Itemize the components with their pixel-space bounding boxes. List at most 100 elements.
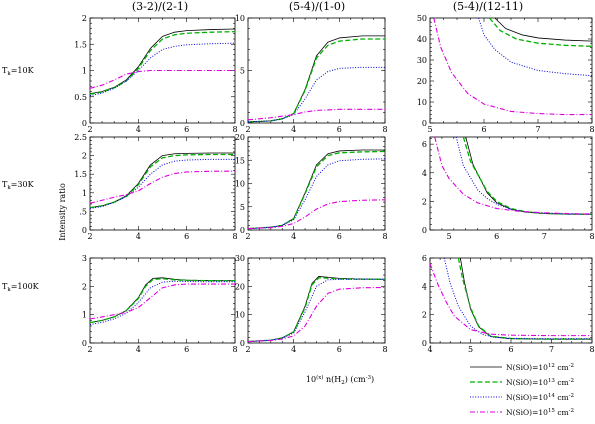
x-tick-label: 8 <box>232 345 237 354</box>
x-tick-label: 2 <box>245 232 250 241</box>
panel-r1-c1: 2 4 6 8 0 0.5 1 1.5 2 <box>74 14 237 134</box>
y-tick-label: 2 <box>82 152 87 161</box>
y-tick-label: 5 <box>240 203 245 212</box>
series-line-1 <box>459 258 592 340</box>
y-tick-label: 2 <box>422 311 427 320</box>
series-line-3 <box>455 137 592 215</box>
series-line-3 <box>90 280 235 326</box>
series-line-2 <box>248 150 385 230</box>
series-line-4 <box>430 263 592 337</box>
panel-frame <box>429 17 593 124</box>
y-tick-label: 6 <box>422 254 427 263</box>
legend-entry-4: N(SiO)=1015 cm-2 <box>506 408 574 417</box>
panel-r2-c1: 2 4 6 8 0 .5 1 1.5 2 2.5 <box>74 133 237 241</box>
y-tick-label: 6 <box>422 140 427 149</box>
series-group <box>90 28 235 97</box>
x-tick-label: 4 <box>427 345 432 354</box>
series-line-4 <box>90 283 235 320</box>
row-label-3: Tk=100K <box>2 282 40 293</box>
panel-r3-c3: 4 5 6 7 8 0 2 4 6 <box>422 254 595 354</box>
y-tick-label: 1 <box>82 67 87 76</box>
panel-frame <box>89 136 236 231</box>
panel-r2-c3: 5 6 7 8 0 2 4 6 <box>422 136 595 241</box>
x-tick-label: 6 <box>184 232 189 241</box>
x-tick-label: 6 <box>337 232 342 241</box>
panel-frame <box>247 257 386 344</box>
series-line-3 <box>248 66 385 123</box>
y-tick-label: 40 <box>417 35 427 44</box>
x-tick-label: 6 <box>337 345 342 354</box>
series-line-3 <box>478 18 592 77</box>
panel-frame <box>429 136 593 231</box>
x-tick-label: 4 <box>291 232 296 241</box>
panel-r3-c1: 2 4 6 8 0 1 2 3 <box>82 254 238 354</box>
y-tick-label: 1.5 <box>74 170 87 179</box>
series-line-3 <box>90 42 235 97</box>
y-tick-label: 0.5 <box>74 93 87 102</box>
series-line-1 <box>90 28 235 94</box>
y-tick-label: 10 <box>235 180 245 189</box>
column-title-2: (5-4)/(1-0) <box>289 0 345 13</box>
series-line-3 <box>90 158 235 209</box>
y-tick-label: 0 <box>240 339 245 348</box>
column-title-3: (5-4)/(12-11) <box>453 0 523 13</box>
x-tick-label: 2 <box>87 125 92 134</box>
y-tick-label: 2.5 <box>74 133 87 142</box>
y-tick-label: 0 <box>82 119 87 128</box>
y-tick-label: 4 <box>422 169 427 178</box>
series-line-2 <box>462 137 592 215</box>
x-tick-label: 6 <box>184 125 189 134</box>
y-tick-label: 20 <box>235 133 245 142</box>
series-group <box>248 35 385 123</box>
x-tick-label: 7 <box>535 125 540 134</box>
y-tick-label: 0 <box>422 339 427 348</box>
x-tick-label: 4 <box>136 345 141 354</box>
series-line-3 <box>248 278 385 343</box>
series-line-1 <box>90 152 235 209</box>
y-tick-label: 10 <box>235 311 245 320</box>
legend: N(SiO)=1012 cm-2 N(SiO)=1013 cm-2 N(SiO)… <box>470 363 574 417</box>
x-tick-label: 6 <box>508 345 513 354</box>
x-tick-label: 7 <box>549 345 554 354</box>
x-tick-label: 2 <box>245 345 250 354</box>
x-tick-label: 2 <box>245 125 250 134</box>
series-line-1 <box>248 149 385 229</box>
x-tick-label: 8 <box>232 232 237 241</box>
y-axis-label: Intensity ratio <box>58 183 67 241</box>
x-tick-label: 4 <box>291 345 296 354</box>
x-tick-label: 5 <box>447 232 452 241</box>
y-tick-label: 4 <box>422 282 427 291</box>
legend-entry-3: N(SiO)=1014 cm-2 <box>506 393 574 402</box>
series-group <box>430 258 592 340</box>
panel-r1-c3: 5 6 7 8 0 10 20 30 40 50 <box>417 14 595 134</box>
x-tick-label: 6 <box>337 125 342 134</box>
y-tick-label: 20 <box>417 77 427 86</box>
x-tick-label: 2 <box>87 232 92 241</box>
y-tick-label: 2 <box>82 282 87 291</box>
y-tick-label: 2 <box>82 14 87 23</box>
y-tick-label: 15 <box>235 156 245 165</box>
y-tick-label: 5 <box>240 67 245 76</box>
y-tick-label: 3 <box>82 254 87 263</box>
series-line-4 <box>434 137 592 215</box>
y-tick-label: 0 <box>422 119 427 128</box>
x-axis-label: 10(x) n(H2) (cm-3) <box>306 374 374 386</box>
y-tick-label: 0 <box>82 226 87 235</box>
panel-frame <box>89 17 236 124</box>
series-group <box>90 277 235 326</box>
series-line-1 <box>465 137 592 215</box>
series-line-2 <box>248 277 385 343</box>
y-tick-label: 1 <box>82 189 87 198</box>
y-tick-label: 2 <box>422 197 427 206</box>
x-tick-label: 4 <box>291 125 296 134</box>
x-tick-label: 4 <box>136 232 141 241</box>
series-line-4 <box>90 69 235 89</box>
series-line-1 <box>494 18 592 42</box>
x-tick-label: 6 <box>494 232 499 241</box>
x-tick-label: 2 <box>87 345 92 354</box>
legend-entry-2: N(SiO)=1013 cm-2 <box>506 378 574 387</box>
row-label-2: Tk=30K <box>2 180 35 191</box>
